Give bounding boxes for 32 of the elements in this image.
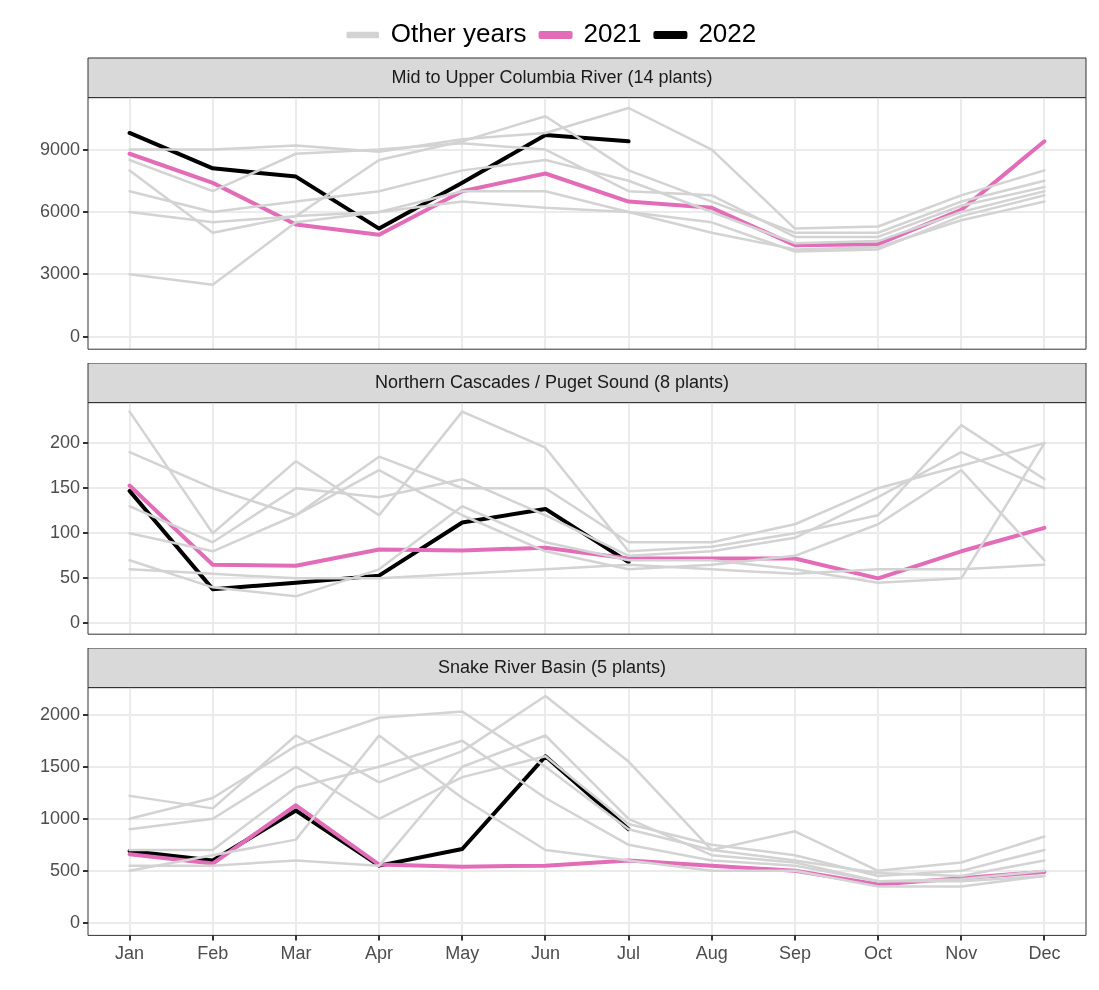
- x-tick-label: Oct: [864, 943, 893, 964]
- y-tick-label: 6000: [39, 200, 80, 221]
- x-tick-label: Jul: [617, 943, 641, 964]
- legend-label: Other years: [390, 18, 527, 49]
- x-tick-label: Mar: [280, 943, 312, 964]
- x-tick-label: Dec: [1028, 943, 1061, 964]
- x-tick-label: Jun: [530, 943, 560, 964]
- x-tick-label: Sep: [778, 943, 811, 964]
- y-tick-label: 1000: [39, 807, 80, 828]
- y-tick-label: 0: [69, 612, 80, 633]
- y-tick-label: 9000: [39, 138, 80, 159]
- y-tick-label: 50: [59, 567, 80, 588]
- y-tick-label: 500: [49, 859, 80, 880]
- legend-label: 2021: [583, 18, 642, 49]
- y-tick-label: 0: [69, 911, 80, 932]
- y-tick-label: 3000: [39, 263, 80, 284]
- chart-title: Snake River Basin (5 plants): [437, 656, 667, 677]
- x-tick-label: Apr: [365, 943, 394, 964]
- x-tick-label: Feb: [197, 943, 229, 964]
- y-tick-label: 2000: [39, 703, 80, 724]
- x-tick-label: Jan: [115, 943, 145, 964]
- chart-title: Northern Cascades / Puget Sound (8 plants): [374, 371, 730, 392]
- y-tick-label: 0: [69, 325, 80, 346]
- legend-label: 2022: [698, 18, 757, 49]
- x-tick-label: Aug: [695, 943, 728, 964]
- x-tick-label: Nov: [945, 943, 978, 964]
- x-tick-label: May: [445, 943, 480, 964]
- chart-title: Mid to Upper Columbia River (14 plants): [391, 66, 713, 87]
- y-tick-label: 100: [49, 522, 80, 543]
- y-tick-label: 200: [49, 432, 80, 453]
- y-tick-label: 150: [49, 477, 80, 498]
- y-tick-label: 1500: [39, 755, 80, 776]
